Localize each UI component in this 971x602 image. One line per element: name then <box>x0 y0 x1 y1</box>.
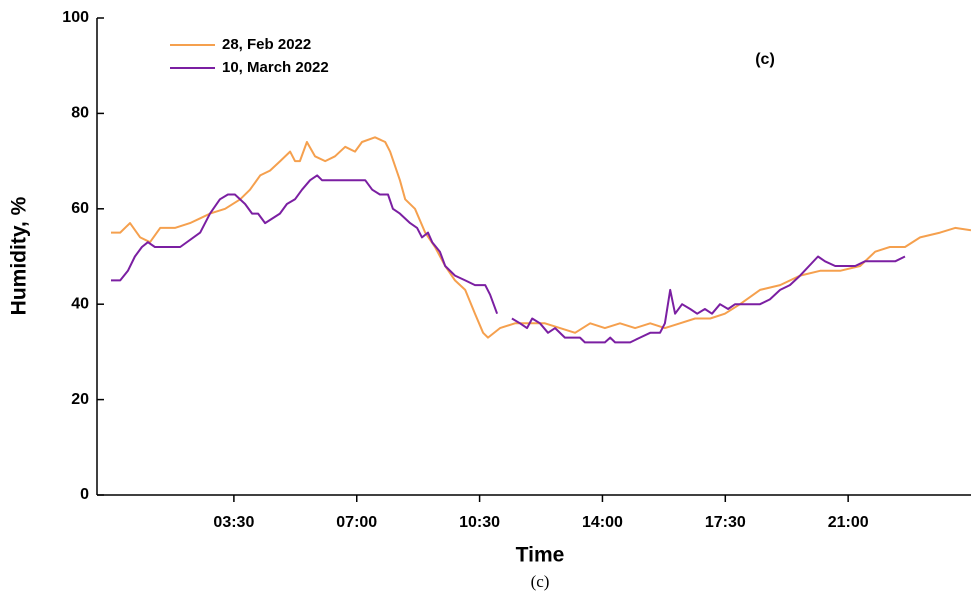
x-tick-label: 14:00 <box>582 514 623 531</box>
x-tick-label: 10:30 <box>459 514 500 531</box>
y-tick-label: 80 <box>71 105 89 122</box>
y-tick-label: 60 <box>71 200 89 217</box>
y-tick-label: 20 <box>71 391 89 408</box>
legend-label: 10, March 2022 <box>222 59 329 76</box>
x-tick-label: 07:00 <box>336 514 377 531</box>
data-line <box>111 174 906 344</box>
x-axis-title: Time <box>516 544 565 567</box>
legend-label: 28, Feb 2022 <box>222 36 311 53</box>
y-tick-label: 100 <box>62 9 89 26</box>
y-tick-label: 40 <box>71 295 89 312</box>
y-axis-title: Humidity, % <box>8 196 31 315</box>
x-tick-label: 17:30 <box>705 514 746 531</box>
caption: (c) <box>531 572 550 591</box>
annotation: (c) <box>755 51 775 68</box>
y-tick-label: 0 <box>80 486 89 503</box>
x-tick-label: 21:00 <box>828 514 869 531</box>
x-tick-label: 03:30 <box>213 514 254 531</box>
data-line <box>111 136 971 339</box>
